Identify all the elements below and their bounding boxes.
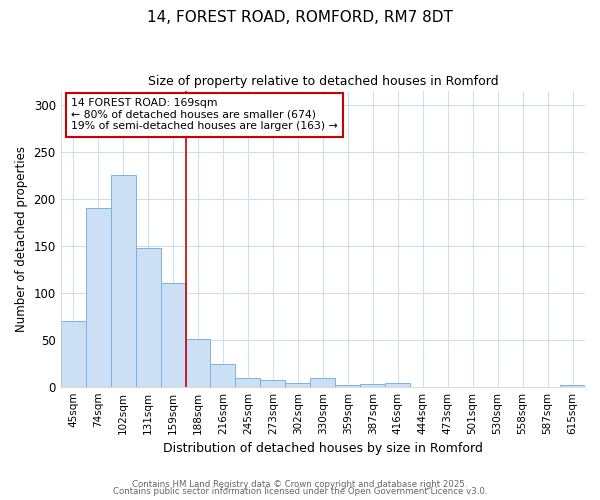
Bar <box>335 385 360 386</box>
Text: Contains HM Land Registry data © Crown copyright and database right 2025.: Contains HM Land Registry data © Crown c… <box>132 480 468 489</box>
Bar <box>286 383 310 386</box>
Bar <box>61 321 86 386</box>
Bar <box>136 248 161 386</box>
Bar <box>560 385 585 386</box>
Bar <box>110 175 136 386</box>
Bar <box>211 364 235 386</box>
Text: 14, FOREST ROAD, ROMFORD, RM7 8DT: 14, FOREST ROAD, ROMFORD, RM7 8DT <box>147 10 453 25</box>
Text: Contains public sector information licensed under the Open Government Licence v3: Contains public sector information licen… <box>113 487 487 496</box>
Bar <box>235 378 260 386</box>
Bar <box>260 380 286 386</box>
Bar <box>185 338 211 386</box>
Bar <box>360 384 385 386</box>
Title: Size of property relative to detached houses in Romford: Size of property relative to detached ho… <box>148 75 498 88</box>
Y-axis label: Number of detached properties: Number of detached properties <box>15 146 28 332</box>
Bar <box>161 284 185 387</box>
Bar <box>86 208 110 386</box>
Bar <box>310 378 335 386</box>
X-axis label: Distribution of detached houses by size in Romford: Distribution of detached houses by size … <box>163 442 483 455</box>
Bar <box>385 383 410 386</box>
Text: 14 FOREST ROAD: 169sqm
← 80% of detached houses are smaller (674)
19% of semi-de: 14 FOREST ROAD: 169sqm ← 80% of detached… <box>71 98 338 131</box>
